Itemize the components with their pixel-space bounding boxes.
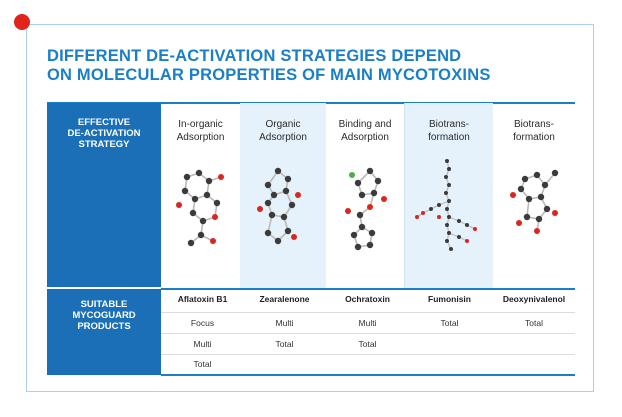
strategy-header: Biotrans- formation <box>405 118 493 144</box>
deoxynivalenol-molecule-icon <box>510 169 559 234</box>
title-line-2: ON MOLECULAR PROPERTIES OF MAIN MYCOTOXI… <box>47 66 491 84</box>
zearalenone-molecule-icon <box>257 167 301 245</box>
aflatoxin-molecule-icon <box>176 169 224 247</box>
product-cell: Total <box>440 318 459 328</box>
products-label-line: SUITABLE <box>80 299 128 310</box>
strategy-header: In-organic Adsorption <box>161 118 240 144</box>
strategy-column-3: Binding and Adsorption <box>326 103 405 288</box>
product-cell: Multi <box>275 318 294 328</box>
product-cell: Total <box>275 339 294 349</box>
product-cell: Total <box>525 318 543 328</box>
strategy-header-line: Binding and <box>338 119 392 130</box>
strategy-header-line: Organic <box>265 119 301 130</box>
toxin-name: Aflatoxin B1 <box>177 294 228 304</box>
red-dot-icon <box>14 14 30 30</box>
outer-frame <box>26 24 594 392</box>
page-title: DIFFERENT DE-ACTIVATION STRATEGIES DEPEN… <box>47 47 567 85</box>
strategy-header-line: formation <box>513 132 555 143</box>
products-label-line: PRODUCTS <box>77 321 131 332</box>
strategy-header-line: In-organic <box>178 119 223 130</box>
strategy-header-line: Biotrans- <box>428 119 469 130</box>
strategy-column-4: Biotrans- formation <box>405 103 493 288</box>
product-cell: Total <box>193 359 212 369</box>
toxin-name: Zearalenone <box>259 294 310 304</box>
strategy-label: EFFECTIVE DE-ACTIVATION STRATEGY <box>47 117 161 150</box>
product-cell: Multi <box>358 318 377 328</box>
strategy-header-line: Adsorption <box>259 132 307 143</box>
strategy-header-line: Adsorption <box>341 132 389 143</box>
panel-separator <box>47 287 161 289</box>
products-label-line: MYCOGUARD <box>72 310 136 321</box>
strategy-header: Binding and Adsorption <box>326 118 404 144</box>
toxin-name: Fumonisin <box>428 294 471 304</box>
product-cell: Focus <box>190 318 215 328</box>
strategy-label-line: EFFECTIVE <box>77 117 131 128</box>
bottom-rule <box>161 374 575 376</box>
products-label: SUITABLE MYCOGUARD PRODUCTS <box>47 299 161 332</box>
row-divider <box>161 354 575 355</box>
strategy-label-line: DE-ACTIVATION <box>67 128 141 139</box>
row-divider <box>161 312 575 313</box>
toxin-name: Ochratoxin <box>345 294 390 304</box>
strategy-column-1: In-organic Adsorption <box>161 103 240 288</box>
toxin-name: Deoxynivalenol <box>502 294 566 304</box>
fumonisin-molecule-icon <box>415 159 477 251</box>
left-label-panel: EFFECTIVE DE-ACTIVATION STRATEGY SUITABL… <box>47 103 161 375</box>
products-separator <box>161 288 575 290</box>
product-cell: Total <box>358 339 377 349</box>
title-line-1: DIFFERENT DE-ACTIVATION STRATEGIES DEPEN… <box>47 47 462 65</box>
strategy-header-line: Biotrans- <box>513 119 554 130</box>
strategy-header: Organic Adsorption <box>240 118 326 144</box>
strategy-header-line: Adsorption <box>176 132 225 143</box>
strategy-header-line: formation <box>428 132 470 143</box>
product-cell: Multi <box>193 339 212 349</box>
strategy-column-2: Organic Adsorption <box>240 103 326 288</box>
strategy-header: Biotrans- formation <box>493 118 575 144</box>
strategy-label-line: STRATEGY <box>78 139 130 150</box>
ochratoxin-molecule-icon <box>345 167 387 251</box>
strategy-column-5: Biotrans- formation <box>493 103 575 288</box>
row-divider <box>161 333 575 334</box>
